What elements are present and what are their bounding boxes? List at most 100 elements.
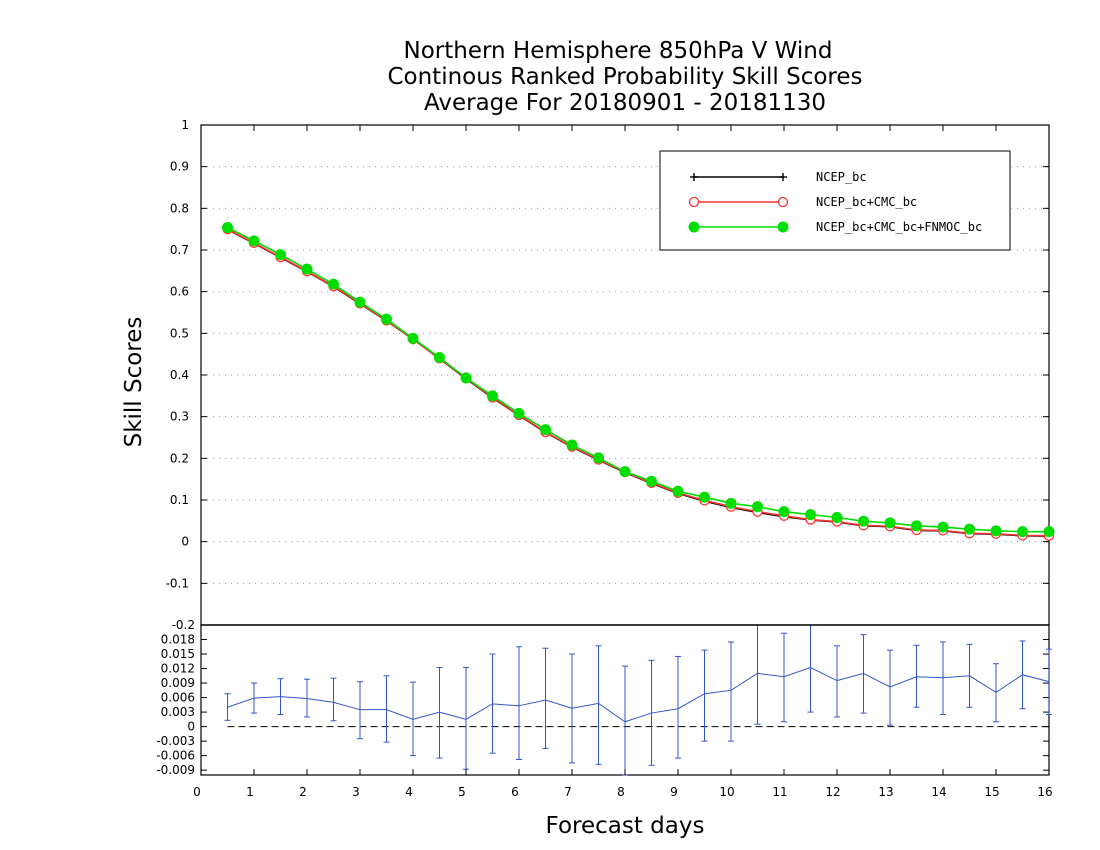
diff-series-layer: [224, 624, 1052, 776]
chart-title-line-1: Northern Hemisphere 850hPa V Wind: [404, 38, 833, 64]
y-tick-label: 0.6: [170, 285, 189, 299]
y-tick-label: 0.5: [170, 326, 189, 340]
y-tick-label: 0.9: [170, 160, 189, 174]
x-tick-label: 6: [511, 785, 519, 799]
diff-error-bar: [516, 646, 522, 761]
series-point: [805, 509, 816, 521]
legend-item-0: NCEP_bc: [690, 170, 867, 184]
diff-y-tick-label: 0.015: [161, 647, 195, 661]
series-point: [407, 332, 419, 344]
legend-marker: [688, 196, 700, 208]
series-line: [227, 228, 1050, 537]
x-tick-label: 13: [878, 785, 893, 799]
x-tick-label: 12: [825, 785, 840, 799]
x-tick-label: 9: [670, 785, 678, 799]
series-point: [328, 278, 339, 290]
x-tick-label: 11: [772, 785, 787, 799]
series-point: [248, 235, 260, 247]
series-point: [990, 525, 1002, 537]
series-point: [858, 515, 869, 527]
diff-y-tick-label: -0.009: [156, 763, 195, 777]
y-tick-label: 1: [181, 118, 189, 132]
x-tick-label: 14: [931, 785, 946, 799]
series-point: [778, 506, 790, 518]
series-point: [646, 475, 657, 487]
diff-error-bar: [728, 641, 734, 742]
series-point: [831, 512, 843, 523]
diff-error-bar: [701, 649, 708, 742]
series-point: [434, 352, 445, 363]
diff-top-label: -0.2: [172, 618, 195, 632]
x-tick-label: 3: [352, 785, 360, 799]
y-tick-label: -0.1: [166, 576, 189, 590]
series-1: [222, 224, 1055, 541]
x-tick-label: 0: [193, 785, 201, 799]
diff-y-ticks: -0.009-0.006-0.00300.0030.0060.0090.0120…: [156, 633, 1049, 777]
series-point: [540, 424, 551, 436]
x-tick-label: 8: [617, 785, 625, 799]
diff-error-bar: [436, 667, 443, 759]
x-tick-label: 5: [458, 785, 466, 799]
series-point: [725, 497, 737, 509]
diff-panel: -0.2 -0.009-0.006-0.00300.0030.0060.0090…: [156, 618, 1052, 777]
diff-y-tick-label: 0.009: [161, 676, 195, 690]
diff-error-bar: [781, 632, 787, 723]
diff-error-bar: [675, 655, 681, 759]
series-line: [227, 228, 1050, 538]
y-tick-label: 0.4: [170, 368, 189, 382]
diff-y-tick-label: 0.012: [161, 662, 195, 676]
series-0: [223, 225, 1053, 541]
chart-title-line-2: Continous Ranked Probability Skill Score…: [387, 64, 862, 90]
legend-label: NCEP_bc: [816, 170, 867, 184]
series-line: [227, 226, 1049, 533]
diff-error-bar: [887, 649, 893, 726]
x-tick-label: 4: [405, 785, 413, 799]
x-tick-label: 1: [246, 785, 254, 799]
diff-error-bar: [834, 645, 840, 718]
diff-error-bar: [542, 647, 549, 749]
x-tick-label: 2: [299, 785, 307, 799]
series-point: [593, 452, 604, 464]
x-tick-label: 15: [984, 785, 999, 799]
series-point: [487, 390, 498, 402]
diff-y-tick-label: 0.003: [161, 705, 195, 719]
series-point: [301, 263, 313, 275]
series-point: [672, 485, 684, 497]
series-point: [884, 517, 896, 529]
series-point: [1017, 526, 1028, 538]
x-tick-label: 10: [719, 785, 734, 799]
series-point: [460, 372, 472, 384]
diff-y-tick-label: 0.018: [161, 633, 195, 647]
y-tick-label: 0.8: [170, 201, 189, 215]
legend-marker: [777, 221, 789, 233]
series-point: [619, 466, 631, 478]
diff-y-tick-label: -0.003: [156, 734, 195, 748]
legend-label: NCEP_bc+CMC_bc+FNMOC_bc: [816, 220, 982, 234]
legend-items: NCEP_bc NCEP_bc+CMC_bc NCEP_bc+CMC_bc+FNMO…: [688, 170, 982, 234]
series-point: [566, 439, 578, 451]
series-point: [964, 523, 975, 535]
y-tick-label: 0.7: [170, 243, 189, 257]
series-2: [222, 222, 1055, 538]
x-axis-title: Forecast days: [546, 813, 705, 839]
legend: NCEP_bc NCEP_bc+CMC_bc NCEP_bc+CMC_bc+FNMO…: [659, 150, 1011, 251]
main-panel: -0.1 0 0.1 0.2 0.3 0.4 0.5 0.6 0.7 0.8 0.9 1: [166, 118, 1055, 626]
diff-error-bar: [1046, 648, 1052, 716]
legend-label: NCEP_bc+CMC_bc: [816, 195, 917, 209]
diff-error-bar: [383, 675, 390, 743]
series-point: [1043, 526, 1055, 538]
diff-error-bar: [595, 645, 602, 765]
legend-marker: [688, 221, 700, 233]
series-point: [381, 313, 392, 325]
x-tick-label: 16: [1037, 785, 1052, 799]
legend-item-2: NCEP_bc+CMC_bc+FNMOC_bc: [688, 220, 982, 234]
series-point: [699, 491, 710, 503]
chart-title-line-3: Average For 20180901 - 20181130: [424, 90, 826, 116]
diff-error-bar: [330, 677, 337, 722]
legend-box: [659, 150, 1011, 251]
x-tick-label: 7: [564, 785, 572, 799]
y-tick-label: 0: [181, 535, 189, 549]
series-point: [937, 521, 949, 533]
legend-item-1: NCEP_bc+CMC_bc: [688, 195, 917, 209]
